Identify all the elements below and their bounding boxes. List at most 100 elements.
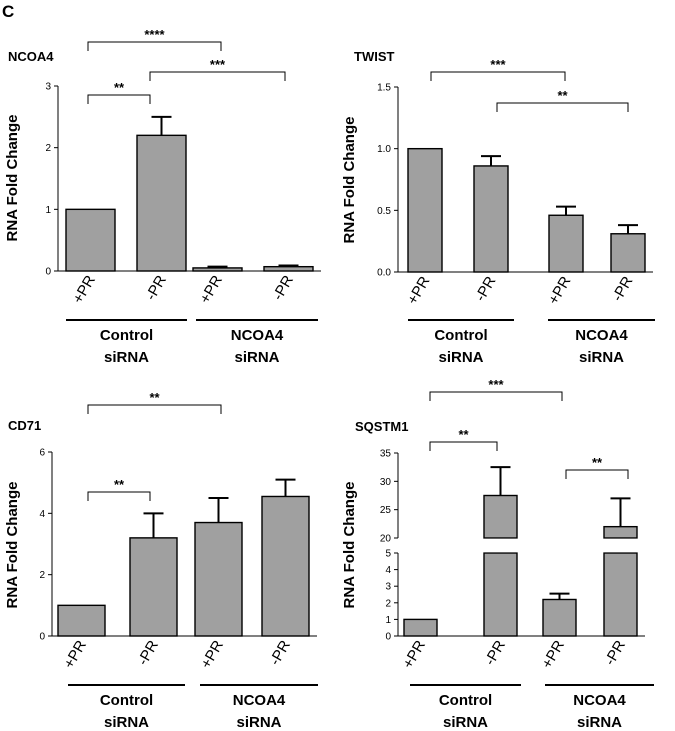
significance-label: ** xyxy=(114,80,125,95)
bar xyxy=(65,208,116,272)
group-label: siRNA xyxy=(236,714,281,731)
y-tick-label: 1 xyxy=(385,615,391,626)
bar xyxy=(263,265,314,272)
group-label: siRNA xyxy=(104,714,149,731)
group-label: Control xyxy=(439,692,492,709)
bar-upper-segment xyxy=(483,494,518,539)
bar xyxy=(194,521,243,637)
significance-bracket xyxy=(496,102,629,112)
bar xyxy=(57,604,106,637)
y-tick-label: 3 xyxy=(45,82,51,93)
plot-area: 0 2 4 6 +PR -PR +PR -PR Control siRNA NCOA4 siRNA **… xyxy=(39,390,318,731)
y-tick-label: 5 xyxy=(385,549,391,560)
x-tick-label: +PR xyxy=(196,272,226,306)
significance-bracket xyxy=(429,391,563,401)
chart-title: TWIST xyxy=(354,49,394,64)
significance-label: ** xyxy=(458,427,469,442)
y-tick-label: 2 xyxy=(45,143,51,154)
group-label: NCOA4 xyxy=(575,327,628,344)
bar xyxy=(192,267,243,272)
significance-bracket xyxy=(565,469,629,479)
plot-area: 0 1 2 3 4 5 20 25 30 35 +PR -PR +PR -PR Control siRNA NC… xyxy=(380,377,654,731)
bar-upper-segment xyxy=(603,525,638,539)
panel-letter: C xyxy=(2,2,14,21)
x-tick-label: -PR xyxy=(601,637,629,668)
y-tick-label: 2 xyxy=(39,570,45,581)
significance-label: ** xyxy=(592,455,603,470)
x-tick-label: -PR xyxy=(269,272,297,303)
significance-label: ** xyxy=(114,477,125,492)
x-tick-label: +PR xyxy=(545,273,575,307)
significance-label: *** xyxy=(488,377,504,392)
chart-twist: TWIST RNA Fold Change 0.0 0.5 1.0 1.5 +PR -PR… xyxy=(341,49,655,366)
x-tick-label: +PR xyxy=(60,637,90,671)
axis-break-gap xyxy=(602,538,639,553)
group-label: NCOA4 xyxy=(233,692,286,709)
chart-ncoa4: NCOA4 RNA Fold Change 0 1 2 3 +PR -PR +PR -PR Co… xyxy=(4,27,321,366)
group-label: Control xyxy=(100,692,153,709)
bar xyxy=(407,147,443,273)
plot-area: 0 1 2 3 +PR -PR +PR -PR Control siRNA NCOA4 siRNA **… xyxy=(45,27,321,366)
significance-label: **** xyxy=(144,27,165,42)
y-tick-label: 35 xyxy=(380,449,392,460)
y-tick-label: 1.5 xyxy=(377,83,391,94)
x-tick-label: +PR xyxy=(538,637,568,671)
bar-lower-segment xyxy=(603,552,638,637)
x-tick-label: +PR xyxy=(197,637,227,671)
group-label: siRNA xyxy=(579,349,624,366)
y-tick-label: 0 xyxy=(385,632,391,643)
bar xyxy=(403,618,438,637)
y-tick-label: 1.0 xyxy=(377,144,391,155)
y-tick-label: 4 xyxy=(385,565,391,576)
x-tick-label: +PR xyxy=(399,637,429,671)
y-tick-label: 0 xyxy=(39,632,45,643)
significance-bracket xyxy=(149,71,286,81)
x-tick-label: -PR xyxy=(142,272,170,303)
y-tick-label: 2 xyxy=(385,598,391,609)
x-tick-label: -PR xyxy=(266,637,294,668)
chart-sqstm1: SQSTM1 RNA Fold Change 0 1 2 3 4 5 20 25 30 35 +PR… xyxy=(341,377,654,731)
significance-bracket xyxy=(87,404,222,414)
chart-title: CD71 xyxy=(8,418,41,433)
chart-title: SQSTM1 xyxy=(355,419,408,434)
x-tick-label: +PR xyxy=(69,272,99,306)
x-tick-label: -PR xyxy=(472,273,500,304)
y-tick-label: 25 xyxy=(380,505,392,516)
group-label: NCOA4 xyxy=(573,692,626,709)
significance-label: *** xyxy=(490,57,506,72)
y-axis-label: RNA Fold Change xyxy=(341,482,358,609)
group-label: Control xyxy=(434,327,487,344)
bar xyxy=(473,165,509,273)
group-label: siRNA xyxy=(104,349,149,366)
significance-bracket xyxy=(87,94,151,104)
significance-label: ** xyxy=(149,390,160,405)
significance-label: ** xyxy=(557,88,568,103)
significance-bracket xyxy=(430,71,566,81)
bar xyxy=(610,233,646,273)
significance-label: *** xyxy=(210,57,226,72)
y-axis-label: RNA Fold Change xyxy=(4,115,21,242)
bar xyxy=(548,214,584,273)
x-tick-label: -PR xyxy=(481,637,509,668)
y-tick-label: 3 xyxy=(385,582,391,593)
y-tick-label: 20 xyxy=(380,534,392,545)
x-tick-label: -PR xyxy=(609,273,637,304)
y-tick-label: 0 xyxy=(45,267,51,278)
plot-area: 0.0 0.5 1.0 1.5 +PR -PR +PR -PR Control siRNA NCOA… xyxy=(377,57,655,366)
group-label: siRNA xyxy=(234,349,279,366)
x-tick-label: +PR xyxy=(404,273,434,307)
y-tick-label: 1 xyxy=(45,205,51,216)
chart-cd71: CD71 RNA Fold Change 0 2 4 6 +PR -PR +PR -PR Con… xyxy=(4,390,318,731)
bar xyxy=(136,134,187,272)
x-tick-label: -PR xyxy=(134,637,162,668)
chart-title: NCOA4 xyxy=(8,49,54,64)
group-label: NCOA4 xyxy=(231,327,284,344)
y-axis-label: RNA Fold Change xyxy=(4,482,21,609)
group-label: siRNA xyxy=(443,714,488,731)
group-label: Control xyxy=(100,327,153,344)
bar xyxy=(542,598,577,637)
significance-bracket xyxy=(87,41,222,51)
axis-break-gap xyxy=(482,538,519,553)
bar-lower-segment xyxy=(483,552,518,637)
